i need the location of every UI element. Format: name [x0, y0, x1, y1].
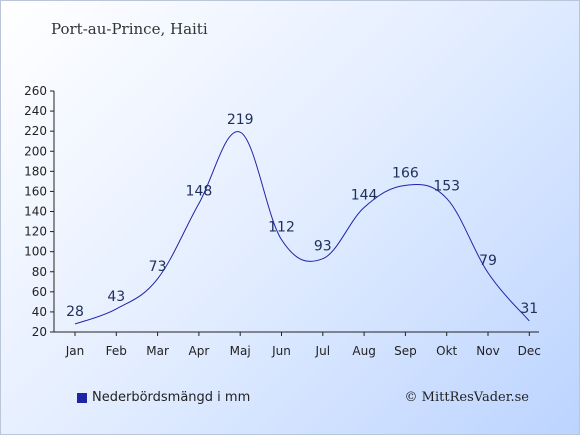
- data-label: 166: [392, 165, 419, 181]
- x-tick-label: Maj: [230, 344, 251, 358]
- y-tick-label: 40: [32, 305, 47, 319]
- data-label: 31: [520, 301, 538, 317]
- data-labels: 28 43 73 148 219 112 93 144 166 153 79 31: [66, 112, 538, 320]
- x-tick-label: Nov: [476, 344, 499, 358]
- x-tick-label: Dec: [518, 344, 541, 358]
- x-tick-label: Sep: [394, 344, 417, 358]
- x-tick-label: Okt: [436, 344, 457, 358]
- data-label: 112: [268, 220, 295, 236]
- x-tick-label: Jan: [65, 344, 85, 358]
- precipitation-line: [74, 131, 530, 325]
- data-label: 93: [314, 239, 332, 255]
- data-label: 219: [227, 112, 254, 128]
- y-tick-label: 260: [24, 84, 47, 98]
- y-tick-label: 140: [24, 205, 47, 219]
- y-tick-label: 100: [24, 245, 47, 259]
- data-label: 144: [351, 187, 378, 203]
- data-label: 148: [186, 183, 213, 199]
- data-label: 28: [66, 304, 84, 320]
- x-tick-label: Mar: [146, 344, 169, 358]
- data-label: 43: [107, 289, 125, 305]
- chart-title: Port-au-Prince, Haiti: [51, 20, 208, 38]
- legend-swatch: [77, 392, 87, 403]
- data-label: 153: [433, 178, 460, 194]
- y-tick-label: 220: [24, 124, 47, 138]
- y-tick-label: 120: [24, 225, 47, 239]
- y-tick-label: 180: [24, 164, 47, 178]
- y-tick-label: 240: [24, 104, 47, 118]
- x-tick-label: Apr: [189, 344, 210, 358]
- x-tick-label: Aug: [352, 344, 375, 358]
- y-tick-label: 20: [32, 325, 47, 339]
- x-axis: Jan Feb Mar Apr Maj Jun Jul Aug Sep Okt Nov Dec: [54, 331, 541, 358]
- x-tick-label: Jun: [271, 344, 291, 358]
- data-label: 73: [149, 259, 167, 275]
- y-tick-label: 160: [24, 184, 47, 198]
- y-tick-label: 60: [32, 285, 47, 299]
- data-label: 79: [479, 253, 497, 269]
- y-axis: 20 40 60 80 100 120 140 160 180 200 220 240 260: [24, 84, 55, 339]
- y-tick-label: 200: [24, 144, 47, 158]
- x-tick-label: Feb: [106, 344, 127, 358]
- legend: Nederbördsmängd i mm: [77, 390, 250, 405]
- credit-text: © MittResVader.se: [404, 390, 529, 405]
- y-tick-label: 80: [32, 265, 47, 279]
- x-tick-label: Jul: [315, 344, 330, 358]
- legend-label: Nederbördsmängd i mm: [92, 390, 251, 405]
